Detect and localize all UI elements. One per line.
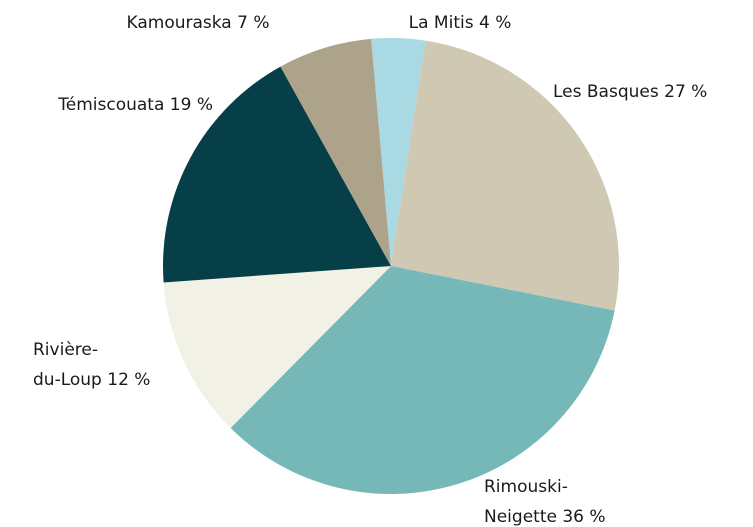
value-label: 27 %: [664, 82, 708, 102]
slice-label: Témiscouata 19 %: [58, 90, 213, 120]
pie-slice: [391, 40, 619, 311]
slice-label: Les Basques 27 %: [553, 77, 707, 107]
value-label: 36 %: [562, 507, 606, 527]
value-label: 7 %: [237, 13, 270, 33]
pie-slice: [230, 266, 615, 494]
pie-slice: [163, 266, 391, 429]
slice-label: La Mitis 4 %: [409, 8, 512, 38]
pie-slice: [163, 66, 391, 283]
slice-label: Rimouski- Neigette 36 %: [484, 472, 606, 527]
value-label: 12 %: [107, 370, 151, 390]
category-name: Rimouski- Neigette: [484, 477, 568, 527]
category-name: La Mitis: [408, 13, 474, 33]
pie-slice: [280, 38, 391, 266]
slice-label: Rivière-du-Loup 12 %: [33, 335, 150, 395]
category-name: Rivière-du-Loup: [33, 340, 102, 390]
slice-label: Kamouraska 7 %: [126, 8, 269, 38]
value-label: 4 %: [478, 13, 512, 33]
value-label: 19 %: [169, 95, 213, 115]
category-name: Kamouraska: [126, 13, 232, 33]
pie-slice: [371, 37, 426, 266]
category-name: Témiscouata: [58, 95, 165, 115]
category-name: Les Basques: [553, 82, 659, 102]
